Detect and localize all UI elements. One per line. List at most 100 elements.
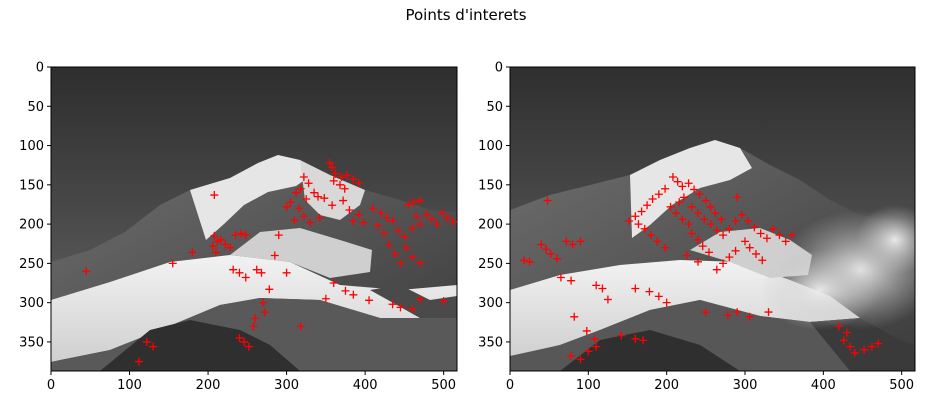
right-y-tick-label: 0 (495, 61, 503, 76)
right-x-tick-label: 400 (811, 378, 836, 393)
right-keypoint-marker (700, 215, 709, 224)
right-keypoint-marker (750, 223, 759, 232)
right-keypoint-marker (758, 256, 767, 265)
right-keypoint-marker (695, 190, 704, 199)
right-keypoint-marker (662, 298, 671, 307)
left-keypoint-marker (241, 273, 250, 282)
left-keypoint-marker (349, 290, 358, 299)
left-keypoint-marker (337, 172, 346, 181)
right-keypoint-marker (631, 212, 640, 221)
right-axes-frame (509, 66, 916, 372)
right-y-tick-label: 50 (486, 100, 503, 115)
right-keypoint-marker (725, 253, 734, 262)
left-keypoint-marker (359, 218, 368, 227)
right-keypoint-marker (706, 220, 715, 229)
right-keypoint-marker (764, 308, 773, 317)
left-keypoint-marker (400, 232, 409, 241)
right-keypoint-marker (835, 322, 844, 331)
left-keypoint-marker (404, 200, 413, 209)
right-keypoint-marker (648, 194, 657, 203)
left-keypoint-marker (82, 267, 91, 276)
right-keypoint-marker (542, 245, 551, 254)
left-keypoint-marker (329, 176, 338, 185)
left-keypoint-marker (427, 215, 436, 224)
right-keypoint-marker (592, 342, 601, 351)
left-keypoint-marker (168, 259, 177, 268)
left-keypoint-marker (408, 224, 417, 233)
right-keypoint-marker (639, 336, 648, 345)
right-keypoint-marker (553, 254, 562, 263)
right-keypoint-marker (756, 229, 765, 238)
left-keypoint-marker (302, 194, 311, 203)
right-keypoint-marker (723, 311, 732, 320)
right-y-tick-label: 300 (478, 296, 503, 311)
right-x-tick-label: 200 (654, 378, 679, 393)
left-keypoint-marker (296, 322, 305, 331)
right-keypoint-marker (546, 249, 555, 258)
right-keypoint-marker (698, 242, 707, 251)
left-keypoint-marker (240, 337, 249, 346)
left-keypoint-marker (383, 213, 392, 222)
left-y-tick-label: 150 (19, 178, 44, 193)
right-keypoint-marker (701, 196, 710, 205)
left-keypoint-marker (443, 213, 452, 222)
left-keypoint-marker (416, 259, 425, 268)
right-keypoint-marker (672, 209, 681, 218)
left-keypoint-marker (408, 253, 417, 262)
right-keypoint-marker (654, 190, 663, 199)
right-keypoint-marker (769, 224, 778, 233)
right-keypoint-marker (645, 287, 654, 296)
right-keypoint-marker (598, 284, 607, 293)
right-keypoint-marker (694, 235, 703, 244)
right-keypoint-marker (704, 248, 713, 257)
left-keypoint-marker (310, 188, 319, 197)
left-keypoint-marker (296, 184, 305, 193)
right-keypoint-marker (678, 182, 687, 191)
right-keypoint-marker (701, 308, 710, 317)
right-keypoint-marker (678, 215, 687, 224)
right-keypoint-marker (570, 312, 579, 321)
left-keypoint-marker (416, 220, 425, 229)
right-keypoint-marker (874, 339, 883, 348)
left-keypoint-marker (149, 342, 158, 351)
left-keypoint-marker (354, 210, 363, 219)
left-keypoint-marker (134, 357, 143, 366)
left-keypoint-marker (314, 192, 323, 201)
right-keypoint-marker (741, 237, 750, 246)
left-keypoint-marker (438, 209, 447, 218)
left-keypoint-marker (299, 172, 308, 181)
left-keypoint-marker (142, 337, 151, 346)
left-keypoint-marker (260, 308, 269, 317)
right-keypoint-marker (725, 224, 734, 233)
left-image-panel: 0 100 200 300 400 500 0 50 100 150 200 250 300 350 (19, 61, 458, 393)
right-keypoint-marker (745, 312, 754, 321)
right-keypoint-marker (762, 234, 771, 243)
right-keypoint-marker (603, 295, 612, 304)
right-keypoint-marker (719, 259, 728, 268)
right-keypoint-marker (737, 210, 746, 219)
left-keypoint-marker (306, 218, 315, 227)
left-keypoint-marker (295, 204, 304, 213)
right-keypoint-marker (556, 273, 565, 282)
left-keypoint-marker (365, 296, 374, 305)
right-y-tick-label: 150 (478, 178, 503, 193)
left-keypoint-marker (315, 213, 324, 222)
left-keypoint-marker (349, 175, 358, 184)
left-keypoint-marker (349, 216, 358, 225)
right-x-tick-label: 0 (506, 378, 514, 393)
left-keypoint-marker (416, 295, 425, 304)
right-keypoint-marker (666, 202, 675, 211)
right-y-tick-label: 100 (478, 139, 503, 154)
right-keypoint-marker (567, 352, 576, 361)
left-keypoint-marker (321, 294, 330, 303)
left-keypoint-marker (341, 286, 350, 295)
right-keypoint-marker (839, 336, 848, 345)
left-keypoint-marker (449, 217, 458, 226)
right-keypoint-marker (733, 308, 742, 317)
right-keypoint-marker (684, 220, 693, 229)
left-keypoint-marker (257, 268, 266, 277)
right-keypoint-marker (634, 220, 643, 229)
right-keypoints (520, 172, 883, 364)
right-keypoint-marker (673, 177, 682, 186)
left-keypoint-marker (394, 226, 403, 235)
